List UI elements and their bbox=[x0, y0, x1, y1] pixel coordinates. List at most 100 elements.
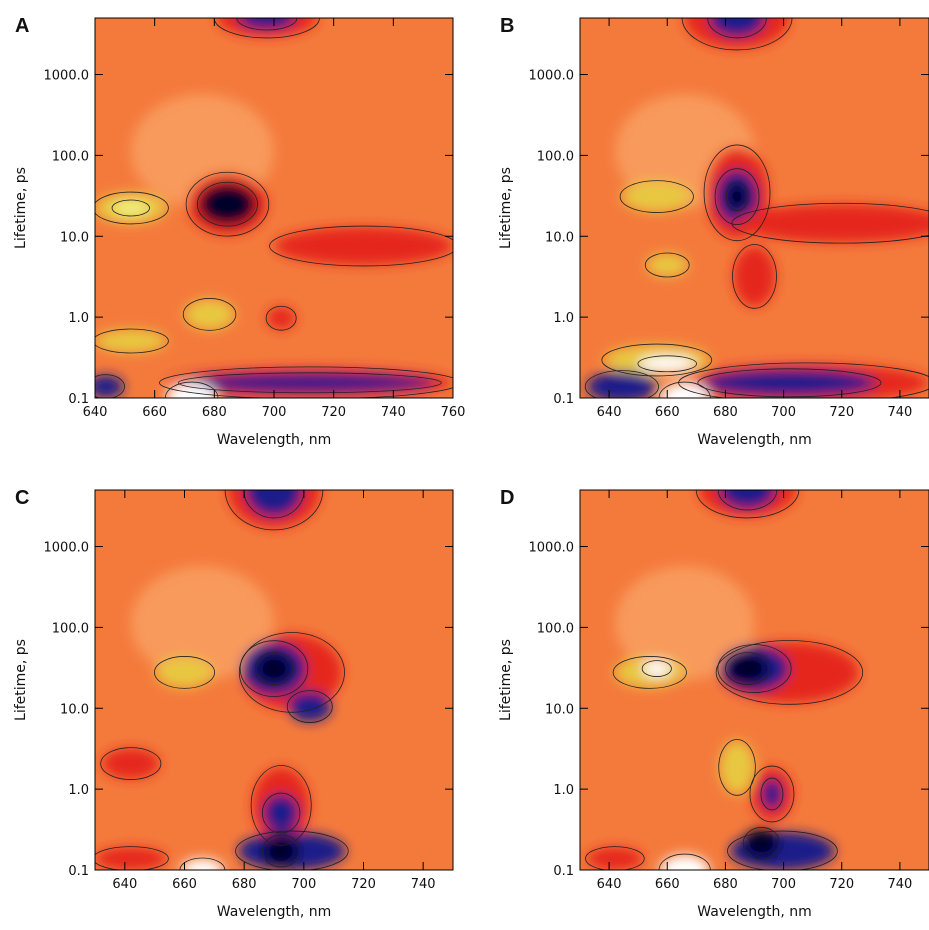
heatmap bbox=[580, 490, 929, 870]
contour-line bbox=[95, 191, 169, 225]
x-tick-label: 740 bbox=[888, 877, 913, 892]
contour-region bbox=[733, 246, 776, 307]
contour-region bbox=[130, 566, 274, 680]
contour-line bbox=[179, 857, 226, 870]
contour-line bbox=[641, 660, 672, 677]
x-tick-label: 680 bbox=[232, 877, 257, 892]
contour-region bbox=[112, 200, 149, 216]
contour-region bbox=[639, 356, 696, 372]
contour-line bbox=[250, 765, 312, 846]
contour-region bbox=[198, 183, 257, 226]
x-tick-label: 660 bbox=[655, 877, 680, 892]
y-tick-label: 1000.0 bbox=[44, 69, 90, 84]
contour-line bbox=[749, 765, 795, 823]
contour-region bbox=[180, 858, 224, 870]
contour-region bbox=[95, 375, 124, 398]
contour-region bbox=[266, 306, 296, 330]
x-tick-label: 660 bbox=[655, 405, 680, 420]
x-axis-label: Wavelength, nm bbox=[697, 432, 811, 448]
y-tick-label: 10.0 bbox=[545, 230, 574, 245]
y-axis-label: Lifetime, ps bbox=[498, 639, 514, 721]
y-tick-label: 1000.0 bbox=[529, 541, 575, 556]
chart-panel: D 640 660 680 700 720 740 0.1 1.0 10.0 100.0 1000.0… bbox=[498, 487, 929, 920]
contour-line bbox=[185, 171, 270, 237]
contour-line bbox=[697, 368, 882, 398]
contour-region bbox=[288, 691, 332, 722]
heatmap bbox=[95, 490, 453, 870]
y-tick-label: 100.0 bbox=[52, 621, 89, 636]
contour-line bbox=[95, 846, 169, 870]
contour-line bbox=[235, 830, 349, 870]
contour-line bbox=[95, 374, 125, 398]
contour-region bbox=[726, 653, 769, 684]
contour-region bbox=[263, 794, 300, 832]
x-tick-label: 720 bbox=[321, 405, 346, 420]
contour-line bbox=[269, 225, 453, 267]
contour-line bbox=[612, 656, 687, 689]
contour-line bbox=[100, 747, 162, 780]
contour-region bbox=[274, 227, 453, 265]
y-tick-label: 1.0 bbox=[553, 311, 574, 326]
contour-line bbox=[111, 199, 150, 217]
contour-line bbox=[727, 830, 838, 870]
x-tick-label: 660 bbox=[142, 405, 167, 420]
plot-frame bbox=[94, 489, 454, 871]
x-tick-label: 640 bbox=[83, 405, 108, 420]
contour-region bbox=[238, 18, 296, 30]
y-tick-label: 0.1 bbox=[68, 392, 89, 407]
x-tick-label: 680 bbox=[713, 877, 738, 892]
contour-line bbox=[732, 244, 777, 309]
contour-line bbox=[154, 656, 215, 689]
contour-region bbox=[184, 373, 436, 393]
x-tick-label: 720 bbox=[829, 877, 854, 892]
y-tick-label: 1.0 bbox=[68, 311, 89, 326]
contour-line bbox=[681, 18, 793, 51]
contour-line bbox=[717, 644, 792, 693]
contour-line bbox=[238, 632, 345, 713]
contour-region bbox=[614, 566, 755, 680]
contour-line bbox=[715, 640, 864, 705]
contour-region bbox=[646, 253, 689, 277]
panel-label: B bbox=[500, 15, 514, 37]
x-axis-label: Wavelength, nm bbox=[217, 904, 331, 920]
y-axis-label: Lifetime, ps bbox=[13, 167, 29, 249]
contour-line bbox=[261, 834, 301, 868]
contour-region bbox=[726, 183, 748, 210]
contour-line bbox=[637, 355, 697, 373]
x-axis-label: Wavelength, nm bbox=[697, 904, 811, 920]
y-tick-label: 1000.0 bbox=[529, 69, 575, 84]
contour-region bbox=[155, 657, 214, 688]
contour-line bbox=[254, 652, 294, 685]
x-tick-label: 720 bbox=[829, 405, 854, 420]
contour-line bbox=[239, 640, 309, 697]
contour-region bbox=[102, 748, 160, 779]
x-axis-label: Wavelength, nm bbox=[217, 432, 331, 448]
x-tick-label: 640 bbox=[597, 877, 622, 892]
contour-region bbox=[744, 828, 779, 859]
contour-region bbox=[256, 653, 292, 684]
y-tick-label: 100.0 bbox=[537, 149, 574, 164]
y-tick-label: 100.0 bbox=[537, 621, 574, 636]
contour-line bbox=[177, 372, 442, 394]
y-tick-label: 10.0 bbox=[60, 230, 89, 245]
contour-line bbox=[742, 827, 781, 860]
contour-region bbox=[719, 490, 776, 509]
contour-line bbox=[718, 739, 756, 796]
y-tick-label: 1000.0 bbox=[44, 541, 90, 556]
contour-line bbox=[725, 652, 770, 685]
y-tick-label: 1.0 bbox=[553, 783, 574, 798]
contour-line bbox=[196, 181, 258, 227]
contour-region bbox=[737, 204, 929, 243]
heatmap bbox=[95, 18, 453, 398]
x-tick-label: 680 bbox=[713, 405, 738, 420]
contour-line bbox=[714, 168, 760, 225]
y-tick-label: 0.1 bbox=[68, 864, 89, 879]
contour-line bbox=[707, 18, 767, 39]
contour-line bbox=[164, 381, 219, 398]
contour-line bbox=[725, 182, 749, 211]
y-axis-label: Lifetime, ps bbox=[498, 167, 514, 249]
contour-line bbox=[182, 298, 237, 331]
x-tick-label: 740 bbox=[411, 877, 436, 892]
x-tick-label: 680 bbox=[202, 405, 227, 420]
